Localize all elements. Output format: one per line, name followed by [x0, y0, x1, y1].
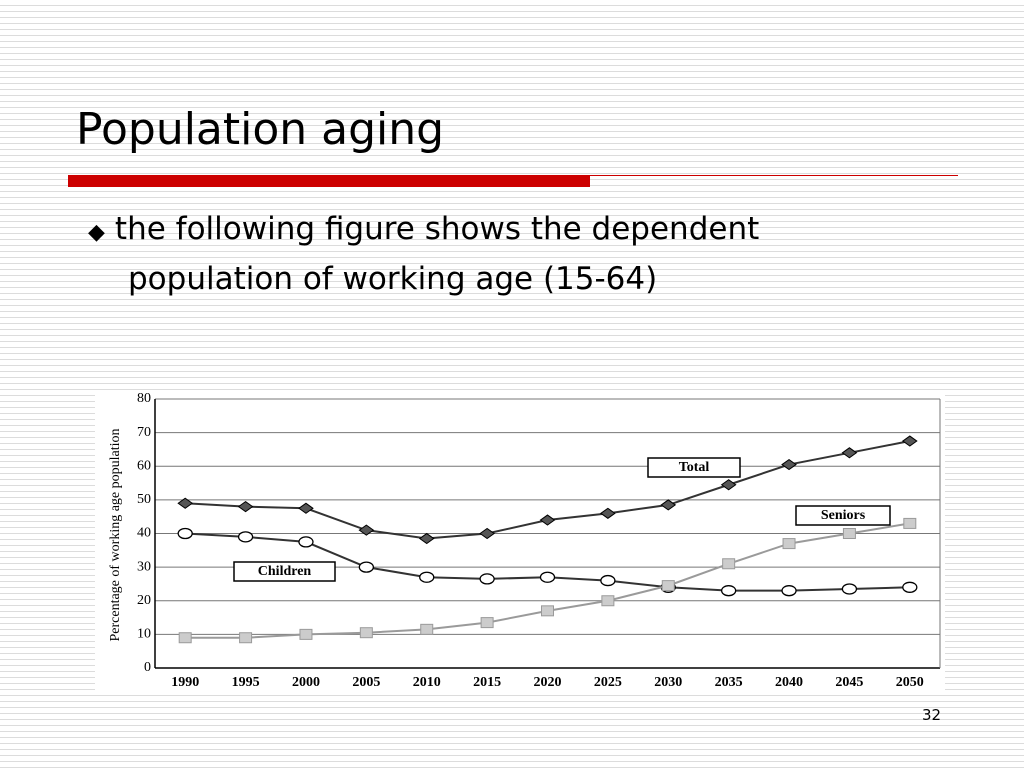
- marker: [359, 627, 373, 639]
- marker: [600, 507, 616, 519]
- marker: [358, 561, 374, 573]
- x-tick-label: 2005: [352, 675, 380, 690]
- marker: [782, 538, 796, 550]
- marker: [661, 580, 675, 592]
- y-axis-label: Percentage of working age population: [108, 428, 123, 641]
- y-tick-label: 0: [144, 660, 151, 675]
- chart-background: [95, 390, 945, 692]
- marker: [722, 558, 736, 570]
- series-label-box: [647, 457, 741, 478]
- marker: [841, 583, 858, 595]
- x-tick-label: 2025: [594, 675, 622, 690]
- marker: [901, 435, 918, 447]
- marker: [420, 623, 434, 635]
- series-label-box: [795, 505, 891, 526]
- marker: [841, 447, 858, 459]
- x-tick-label: 2015: [473, 675, 501, 690]
- x-tick-label: 2035: [715, 675, 743, 690]
- x-tick-label: 2030: [654, 675, 682, 690]
- bullet-icon: ◆: [88, 220, 105, 245]
- marker: [660, 499, 677, 511]
- marker: [418, 532, 435, 545]
- marker: [720, 479, 737, 491]
- marker: [178, 632, 192, 644]
- marker: [298, 536, 314, 548]
- slide-title: Population aging: [76, 104, 445, 155]
- marker: [419, 571, 435, 583]
- x-tick-label: 2045: [835, 675, 863, 690]
- x-tick-label: 2010: [413, 675, 441, 690]
- series-label: Total: [679, 460, 710, 475]
- y-tick-label: 70: [137, 425, 151, 440]
- series-label-box: [233, 561, 336, 582]
- marker: [479, 573, 495, 585]
- title-rule: [68, 175, 590, 187]
- bullet-text: the following figure shows the dependent…: [114, 211, 760, 297]
- title-rule-thin: [590, 175, 958, 176]
- page-number: 32: [922, 706, 942, 724]
- marker: [600, 574, 616, 587]
- y-tick-label: 50: [137, 492, 151, 507]
- marker: [358, 524, 375, 536]
- x-tick-label: 2050: [896, 675, 924, 690]
- marker: [479, 527, 495, 540]
- y-tick-label: 30: [137, 559, 151, 574]
- marker: [480, 617, 494, 629]
- marker: [239, 632, 253, 644]
- y-tick-label: 40: [137, 526, 151, 541]
- marker: [237, 500, 254, 513]
- x-tick-label: 1995: [232, 675, 260, 690]
- marker: [601, 595, 615, 607]
- marker: [299, 628, 313, 640]
- marker: [539, 571, 556, 583]
- marker: [298, 502, 314, 514]
- marker: [177, 527, 193, 540]
- series-label: Seniors: [821, 508, 866, 523]
- marker: [177, 497, 194, 509]
- y-tick-label: 20: [137, 593, 151, 608]
- x-tick-label: 1990: [171, 675, 199, 690]
- marker: [721, 585, 737, 597]
- marker: [539, 514, 556, 526]
- marker: [237, 531, 254, 543]
- x-tick-label: 2000: [292, 675, 320, 690]
- marker: [903, 517, 917, 529]
- y-tick-label: 10: [137, 627, 151, 642]
- marker: [541, 605, 554, 617]
- marker: [842, 528, 856, 539]
- marker: [781, 458, 797, 471]
- y-tick-label: 60: [137, 458, 151, 473]
- x-tick-label: 2020: [534, 675, 562, 690]
- x-tick-label: 2040: [775, 675, 803, 690]
- bullet: ◆ the following figure shows the dependen…: [76, 206, 928, 302]
- y-tick-label: 80: [137, 391, 151, 406]
- series-label: Children: [258, 564, 312, 579]
- marker: [781, 585, 797, 597]
- marker: [902, 581, 918, 593]
